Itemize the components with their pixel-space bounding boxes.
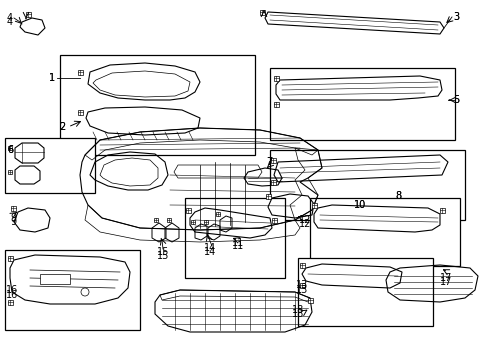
Text: 11: 11 <box>232 238 244 248</box>
Text: 18: 18 <box>292 305 304 315</box>
Text: 15: 15 <box>157 247 169 257</box>
Text: 13: 13 <box>296 285 308 295</box>
Bar <box>77 109 82 114</box>
Bar <box>8 146 12 150</box>
Text: 5: 5 <box>453 95 459 105</box>
Bar <box>10 206 16 211</box>
Text: 8: 8 <box>395 191 401 201</box>
Text: 8: 8 <box>395 191 401 201</box>
Text: 9: 9 <box>10 213 16 223</box>
Bar <box>270 158 275 162</box>
Bar <box>270 180 275 185</box>
Bar <box>8 170 12 174</box>
Bar <box>299 262 304 267</box>
Text: 6: 6 <box>7 145 13 155</box>
Text: 10: 10 <box>354 200 366 210</box>
Bar <box>270 150 465 220</box>
Text: 5: 5 <box>453 95 459 105</box>
Bar <box>271 217 276 222</box>
Bar <box>5 250 140 330</box>
Text: 2: 2 <box>59 122 65 132</box>
Bar <box>154 218 158 222</box>
Text: 15: 15 <box>157 251 169 261</box>
Text: 10: 10 <box>354 200 366 210</box>
Bar <box>273 102 278 107</box>
Text: 11: 11 <box>232 241 244 251</box>
Text: 2: 2 <box>59 122 65 132</box>
Text: 6: 6 <box>7 145 13 155</box>
Bar <box>273 76 278 81</box>
Text: 9: 9 <box>10 217 16 227</box>
Bar <box>191 220 195 224</box>
Bar <box>308 297 313 302</box>
Bar <box>167 218 171 222</box>
Text: 3: 3 <box>453 12 459 22</box>
Bar <box>60 55 255 155</box>
Bar <box>77 69 82 75</box>
Text: 16: 16 <box>6 290 18 300</box>
Bar <box>185 198 285 278</box>
Bar <box>204 220 208 224</box>
Text: 1: 1 <box>49 73 55 83</box>
Text: 12: 12 <box>299 215 311 225</box>
Bar <box>7 256 13 261</box>
Text: 4: 4 <box>7 13 13 23</box>
Bar <box>270 68 455 140</box>
Bar <box>7 300 13 305</box>
Bar <box>312 202 317 207</box>
Bar <box>260 9 265 14</box>
Text: 3: 3 <box>453 12 459 22</box>
Bar <box>25 12 30 17</box>
Text: 14: 14 <box>204 243 216 253</box>
Text: 18: 18 <box>292 309 304 319</box>
Text: 1: 1 <box>49 73 55 83</box>
Bar <box>310 198 460 266</box>
Text: 14: 14 <box>204 247 216 257</box>
Text: 17: 17 <box>440 273 452 283</box>
Bar <box>216 212 220 216</box>
Text: 12: 12 <box>299 219 311 229</box>
Text: 4: 4 <box>7 17 13 27</box>
Text: 7: 7 <box>266 157 272 167</box>
Text: 16: 16 <box>6 285 18 295</box>
Bar <box>299 283 304 288</box>
Bar <box>186 207 191 212</box>
Bar <box>5 138 95 193</box>
Bar <box>440 207 444 212</box>
Bar <box>266 194 270 198</box>
Text: 7: 7 <box>266 157 272 167</box>
Text: 13: 13 <box>296 280 308 290</box>
Bar <box>298 258 433 326</box>
Bar <box>40 274 70 284</box>
Text: 17: 17 <box>440 277 452 287</box>
